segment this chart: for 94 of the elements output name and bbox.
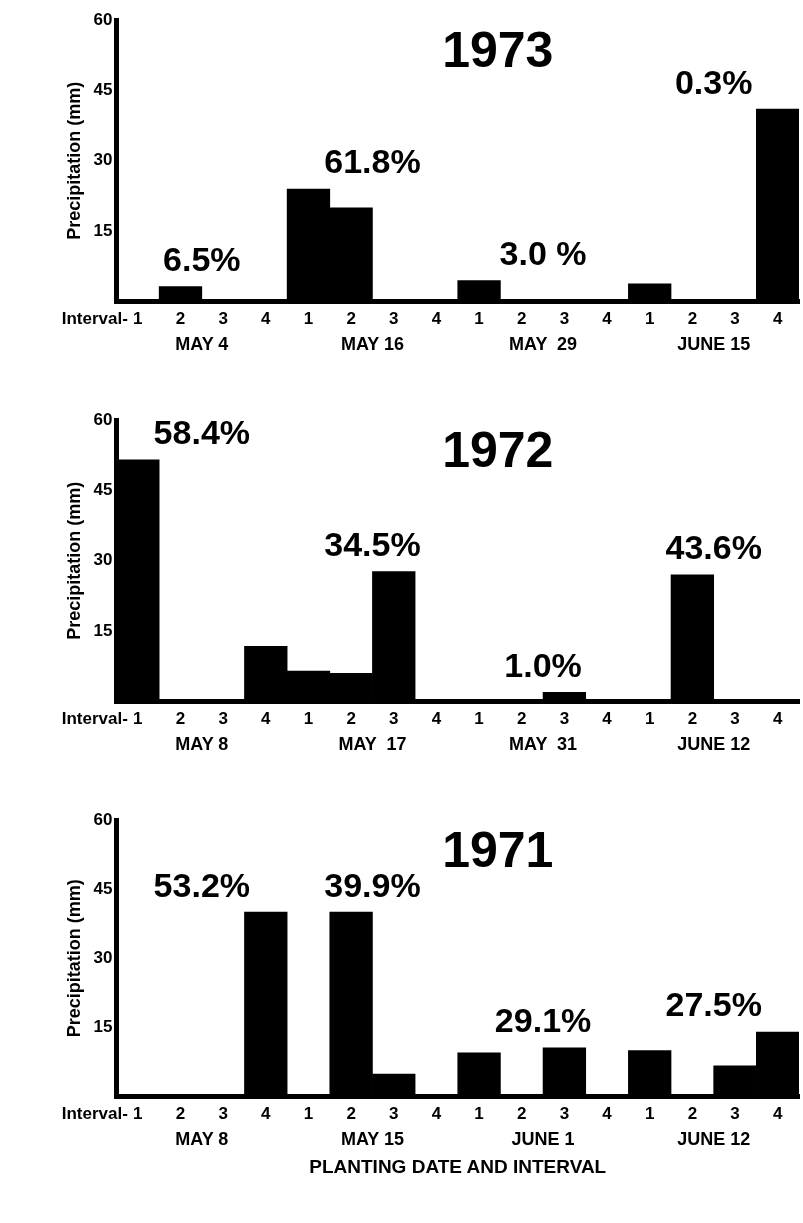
text: Interval- (61, 308, 128, 328)
text: MAY 15 (340, 1128, 404, 1149)
y-tick-label: 15 (93, 220, 113, 240)
text: MAY 31 (509, 733, 578, 754)
x-tick-label: 3 (559, 1104, 570, 1124)
y-tick-label: 60 (93, 9, 113, 29)
x-tick-label: 2 (346, 709, 356, 729)
annotation: 58.4% (153, 413, 251, 452)
text: JUNE 12 (677, 733, 751, 754)
x-tick-label: 4 (431, 709, 442, 729)
y-tick-label: 60 (93, 409, 113, 429)
annotation: 0.3% (674, 62, 753, 101)
text: MAY 4 (175, 333, 229, 354)
x-tick-label: 3 (730, 1104, 740, 1124)
text: JUNE 15 (677, 333, 751, 354)
annotation: 27.5% (665, 985, 762, 1024)
annotation: 1.0% (504, 645, 582, 684)
text: MAY 17 (338, 733, 407, 754)
x-tick-label: 4 (602, 309, 613, 329)
x-tick-label: 3 (559, 709, 570, 729)
x-tick-label: 3 (559, 309, 570, 329)
text: Interval- (61, 708, 128, 728)
x-tick-label: 4 (261, 309, 272, 329)
annotation: 34.5% (324, 524, 421, 563)
x-tick-label: 2 (687, 309, 698, 329)
y-tick-label: 60 (93, 809, 113, 829)
x-tick-label: 4 (602, 709, 613, 729)
y-axis-title: Precipitation (mm) (63, 879, 84, 1038)
x-tick-label: 4 (261, 709, 272, 729)
x-tick-label: 3 (218, 309, 228, 329)
y-tick-label: 45 (93, 80, 113, 100)
annotation: 43.6% (665, 528, 762, 567)
x-tick-label: 3 (389, 709, 399, 729)
text: JUNE 1 (511, 1128, 575, 1149)
chart-title: 1971 (442, 821, 554, 878)
x-tick-label: 1 (133, 709, 143, 729)
text: MAY 8 (175, 1128, 229, 1149)
x-tick-label: 3 (730, 709, 740, 729)
y-tick-label: 15 (93, 620, 113, 640)
x-tick-label: 3 (218, 1104, 228, 1124)
y-tick-label: 30 (93, 947, 113, 967)
y-axis-title: Precipitation (mm) (63, 81, 84, 240)
x-tick-label: 1 (644, 709, 655, 729)
x-tick-label: 2 (175, 309, 186, 329)
x-tick-label: 4 (261, 1104, 272, 1124)
x-tick-label: 4 (431, 309, 442, 329)
annotation: 61.8% (324, 142, 421, 181)
x-tick-label: 4 (602, 1104, 613, 1124)
x-tick-label: 2 (517, 309, 527, 329)
x-tick-label: 2 (346, 309, 356, 329)
x-tick-label: 2 (517, 709, 527, 729)
x-axis-title: PLANTING DATE AND INTERVAL (309, 1156, 607, 1178)
x-tick-label: 2 (687, 709, 698, 729)
x-tick-label: 1 (474, 709, 484, 729)
y-axis-title: Precipitation (mm) (63, 481, 84, 640)
x-tick-label: 1 (644, 309, 655, 329)
y-tick-label: 45 (93, 480, 113, 500)
x-tick-label: 3 (389, 1104, 399, 1124)
chart-title: 1973 (442, 21, 554, 78)
annotation: 3.0 % (499, 233, 587, 272)
x-tick-label: 4 (772, 309, 783, 329)
x-tick-label: 1 (303, 709, 314, 729)
x-tick-label: 4 (772, 709, 783, 729)
annotation: 6.5% (163, 239, 241, 278)
x-tick-label: 4 (431, 1104, 442, 1124)
x-tick-label: 1 (474, 1104, 484, 1124)
x-tick-label: 1 (644, 1104, 655, 1124)
x-tick-label: 1 (133, 309, 143, 329)
x-tick-label: 4 (772, 1104, 783, 1124)
annotation: 39.9% (324, 865, 421, 904)
x-tick-label: 1 (303, 309, 314, 329)
x-tick-label: 1 (303, 1104, 314, 1124)
x-tick-label: 3 (389, 309, 399, 329)
x-tick-label: 1 (474, 309, 484, 329)
y-tick-label: 45 (93, 878, 113, 898)
x-tick-label: 2 (517, 1104, 527, 1124)
annotation: 53.2% (153, 865, 251, 904)
y-tick-label: 15 (93, 1017, 113, 1037)
x-tick-label: 2 (175, 709, 186, 729)
x-tick-label: 1 (133, 1104, 143, 1124)
x-tick-label: 2 (687, 1104, 698, 1124)
text: Interval- (61, 1103, 128, 1123)
x-tick-label: 2 (175, 1104, 186, 1124)
text: MAY 16 (340, 333, 404, 354)
text: MAY 8 (175, 733, 229, 754)
x-tick-label: 2 (346, 1104, 356, 1124)
x-tick-label: 3 (218, 709, 228, 729)
text: MAY 29 (509, 333, 578, 354)
x-tick-label: 3 (730, 309, 740, 329)
chart-title: 1972 (442, 421, 554, 478)
annotation: 29.1% (494, 1001, 592, 1040)
y-tick-label: 30 (93, 550, 113, 570)
text: JUNE 12 (677, 1128, 751, 1149)
y-tick-label: 30 (93, 150, 113, 170)
